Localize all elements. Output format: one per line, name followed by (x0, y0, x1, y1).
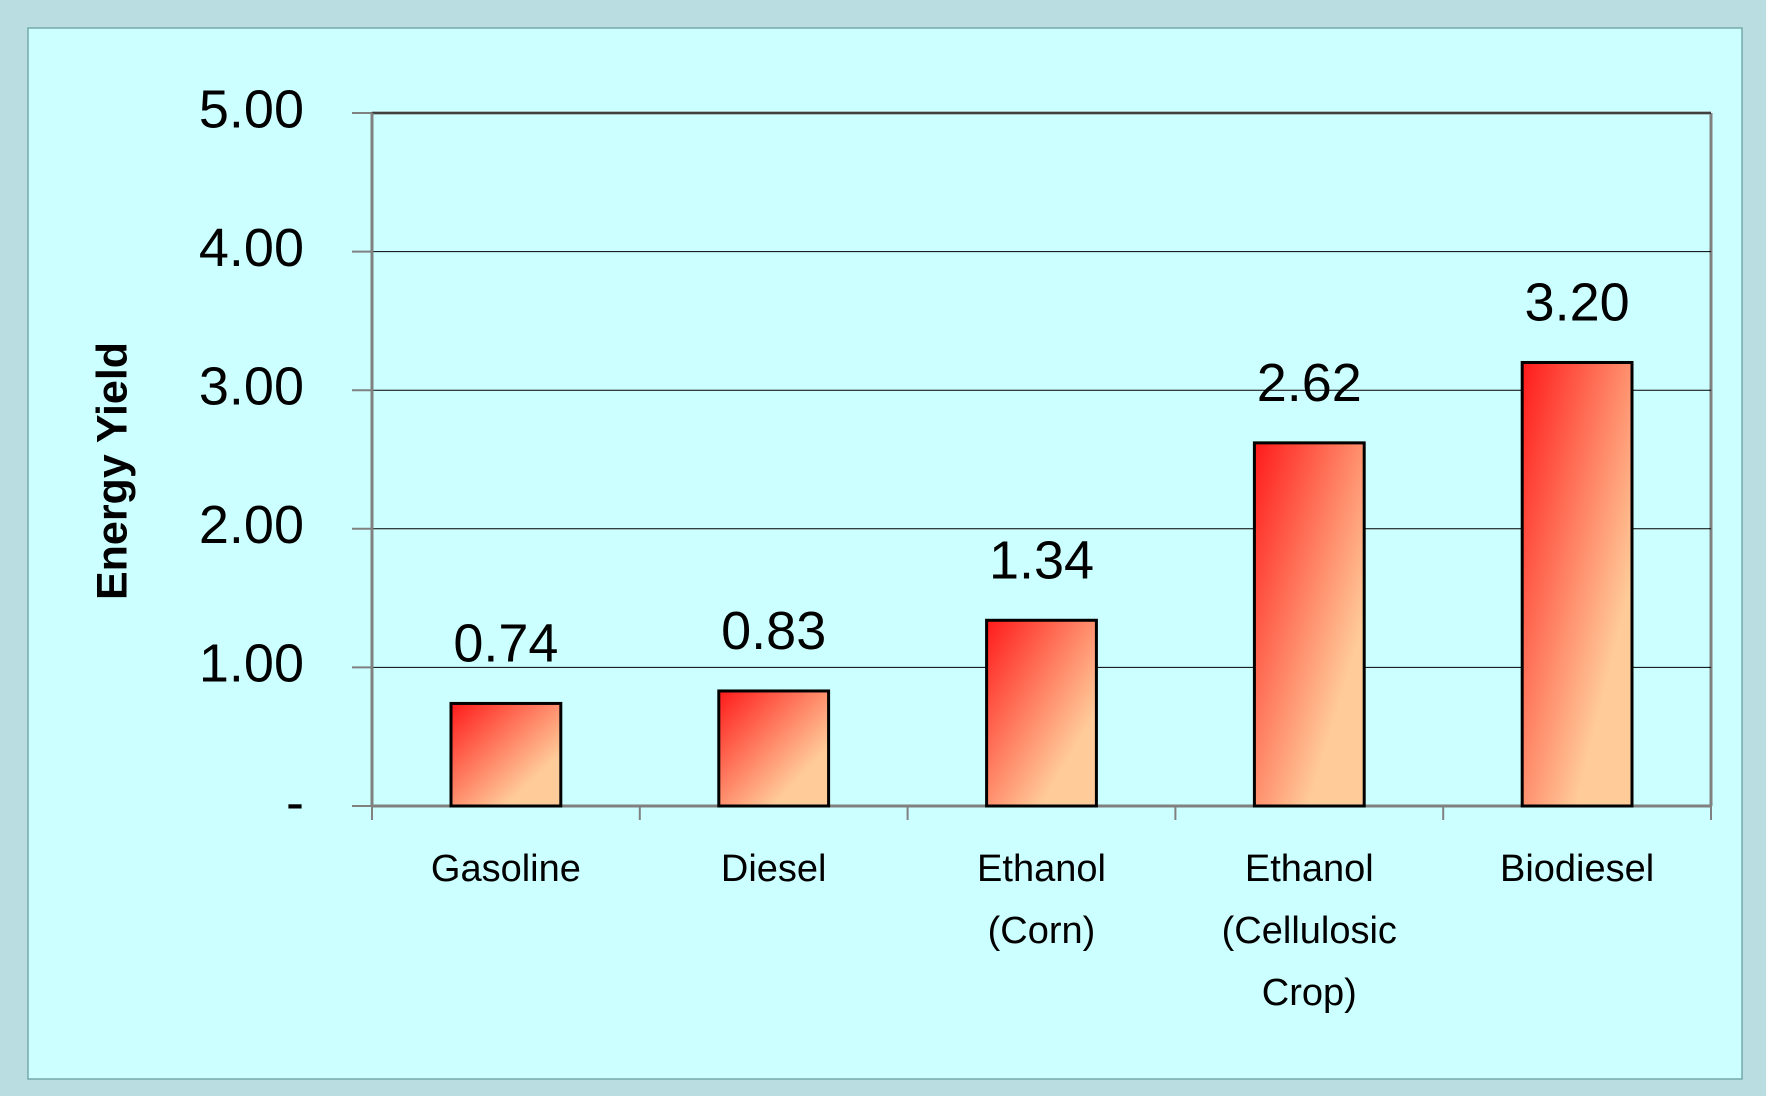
bar (717, 689, 831, 808)
data-label: 1.34 (989, 531, 1094, 591)
data-label: 2.62 (1257, 353, 1362, 413)
x-tick-label-line: Biodiesel (1500, 848, 1654, 890)
x-tick-label: Biodiesel (1500, 848, 1654, 890)
y-tick-label: 2.00 (199, 495, 304, 555)
bar (985, 618, 1098, 808)
y-tick-label: 4.00 (199, 218, 304, 278)
chart-panel (27, 27, 1743, 1080)
x-tick-label-line: Crop) (1262, 972, 1357, 1014)
x-tick-label: Ethanol (Cellulosic Crop) (1222, 848, 1397, 1014)
data-label: 0.83 (721, 601, 826, 661)
y-axis-title: Energy Yield (88, 342, 136, 600)
bar (449, 701, 563, 808)
x-tick-label: Diesel (721, 848, 827, 890)
bar (1252, 441, 1366, 808)
y-tick-label: - (286, 772, 304, 832)
data-label: 3.20 (1525, 273, 1630, 333)
x-tick-label-line: Diesel (721, 848, 827, 890)
y-tick-label: 1.00 (199, 634, 304, 694)
y-tick-label: 3.00 (199, 356, 304, 416)
x-tick-label: Gasoline (431, 848, 581, 890)
x-tick-label: Ethanol (Corn) (977, 848, 1106, 952)
x-tick-label-line: (Corn) (988, 910, 1096, 952)
y-tick-label: 5.00 (199, 79, 304, 139)
bar (1520, 360, 1634, 808)
data-label: 0.74 (453, 614, 558, 674)
x-tick-label-line: Ethanol (1245, 848, 1374, 890)
x-tick-label-line: Ethanol (977, 848, 1106, 890)
x-tick-label-line: Gasoline (431, 848, 581, 890)
x-tick-label-line: (Cellulosic (1222, 910, 1397, 952)
